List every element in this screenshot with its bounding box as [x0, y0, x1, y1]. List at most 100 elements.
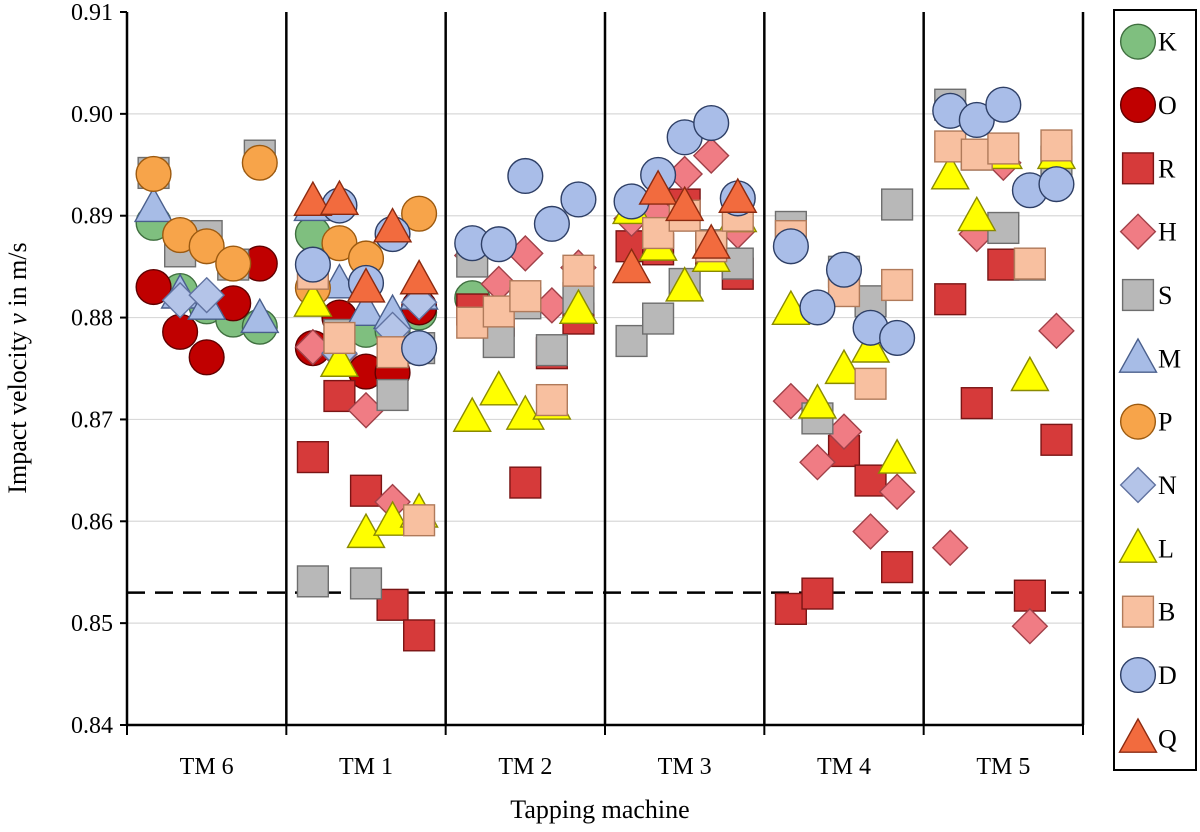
legend-item-q: Q — [1118, 717, 1177, 753]
y-tick-label: 0.87 — [71, 407, 113, 433]
legend-marker-d — [1119, 656, 1157, 694]
data-point-p — [241, 144, 278, 181]
y-axis-title-prefix: Impact velocity — [3, 325, 32, 494]
y-tick-label: 0.88 — [71, 306, 113, 332]
data-point-d — [533, 205, 570, 242]
data-point-l — [505, 394, 546, 430]
legend-marker-r — [1121, 152, 1155, 185]
legend-label: S — [1158, 281, 1172, 310]
data-point-d — [985, 86, 1022, 123]
data-point-r — [376, 588, 409, 621]
data-point-s — [296, 565, 329, 598]
legend-label: K — [1158, 28, 1177, 57]
data-point-l — [877, 438, 917, 474]
data-point-h — [878, 473, 916, 511]
legend-item-d: D — [1119, 656, 1177, 694]
x-tick-label: TM 3 — [658, 754, 712, 780]
data-point-q — [293, 180, 333, 217]
legend-item-r: R — [1121, 152, 1176, 185]
data-point-q — [691, 223, 731, 259]
data-point-b — [854, 367, 887, 400]
legend-label: B — [1158, 598, 1175, 627]
legend-marker-n — [1119, 466, 1157, 504]
data-point-b — [509, 280, 542, 313]
legend-marker-q — [1118, 717, 1158, 753]
legend-item-l: L — [1118, 527, 1174, 563]
data-point-l — [664, 266, 705, 302]
legend-marker-b — [1121, 595, 1155, 628]
data-point-d — [693, 104, 730, 142]
data-point-d — [1038, 166, 1075, 203]
data-point-l — [824, 348, 864, 385]
data-point-s — [642, 302, 675, 335]
legend-label: H — [1158, 218, 1177, 247]
y-tick-label: 0.84 — [71, 713, 113, 739]
legend-item-k: K — [1119, 23, 1177, 60]
data-point-q — [664, 185, 705, 222]
data-point-b — [881, 268, 914, 302]
data-point-p — [401, 195, 438, 232]
data-point-l — [930, 154, 970, 190]
data-point-r — [960, 387, 993, 420]
data-point-s — [349, 567, 383, 600]
data-points — [133, 86, 1077, 652]
data-point-l — [797, 383, 838, 419]
data-point-l — [319, 341, 360, 377]
data-point-p — [215, 245, 252, 282]
data-point-r — [1013, 579, 1046, 612]
data-point-r — [774, 592, 807, 625]
data-point-b — [1013, 247, 1046, 280]
x-tick-label: TM 1 — [339, 754, 393, 780]
data-point-s — [482, 325, 515, 359]
legend-label: L — [1158, 534, 1174, 563]
x-tick-label: TM 4 — [817, 754, 871, 780]
series-q — [293, 169, 758, 303]
legend-marker-p — [1119, 403, 1157, 440]
legend-item-s: S — [1121, 278, 1172, 312]
data-point-l — [1010, 355, 1050, 392]
legend-label: O — [1158, 91, 1177, 120]
x-tick-label: TM 2 — [498, 754, 552, 780]
data-point-d — [825, 251, 863, 288]
data-point-h — [931, 529, 969, 567]
legend-box — [1113, 9, 1197, 771]
data-point-h — [799, 443, 836, 481]
data-point-s — [535, 334, 568, 367]
data-point-l — [293, 281, 333, 317]
data-point-b — [562, 254, 595, 287]
data-point-r — [881, 551, 914, 584]
data-point-r — [509, 466, 542, 499]
x-tick-labels: TM 6 TM 1 TM 2 TM 3 TM 4 TM 5 — [180, 754, 1031, 780]
legend-label: D — [1158, 661, 1177, 690]
data-point-s — [615, 324, 648, 358]
data-point-r — [403, 619, 436, 652]
data-point-q — [399, 259, 439, 295]
data-point-b — [642, 216, 675, 250]
data-point-q — [346, 267, 386, 303]
legend-marker-l — [1118, 527, 1158, 563]
y-tick-label: 0.85 — [71, 611, 113, 637]
y-tick-label: 0.90 — [71, 102, 113, 128]
y-axis-title: Impact velocity v in m/s — [3, 242, 32, 493]
data-point-l — [479, 370, 519, 406]
data-point-n — [188, 276, 226, 314]
data-point-m — [346, 290, 386, 327]
data-point-h — [1011, 607, 1049, 645]
legend-label: Q — [1158, 724, 1177, 753]
data-point-b — [323, 321, 356, 355]
data-point-q — [718, 177, 758, 213]
legend-label: R — [1158, 154, 1176, 183]
legend-marker-k — [1119, 23, 1157, 60]
data-point-d — [294, 246, 331, 283]
y-tick-labels: 0.84 0.85 0.86 0.87 0.88 0.89 0.90 0.91 — [71, 0, 113, 739]
x-tick-label: TM 5 — [976, 754, 1030, 780]
data-point-d — [879, 319, 916, 357]
data-point-b — [960, 138, 993, 171]
data-point-s — [376, 378, 409, 412]
data-point-h — [692, 137, 730, 174]
y-tick-label: 0.89 — [71, 204, 113, 230]
data-point-p — [188, 228, 225, 265]
legend-item-n: N — [1119, 466, 1177, 504]
data-point-r — [323, 379, 356, 413]
data-point-r — [296, 441, 329, 474]
